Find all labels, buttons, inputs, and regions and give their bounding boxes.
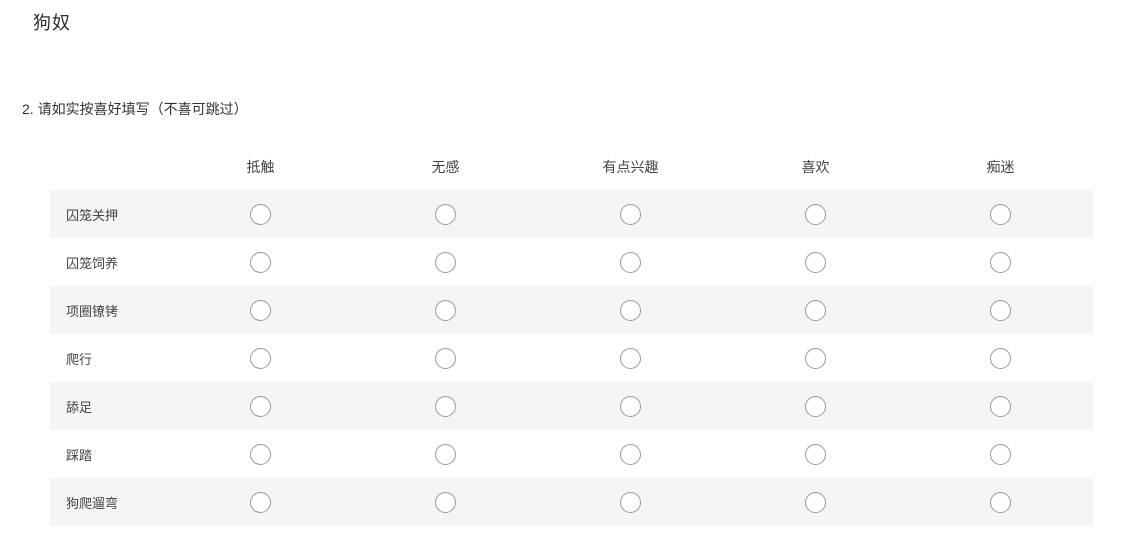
radio-option[interactable] (990, 299, 1011, 321)
radio-option[interactable] (435, 443, 456, 465)
table-row: 项圈镣铐 (50, 286, 1093, 334)
radio-cell (168, 251, 353, 273)
table-row: 爬行 (50, 334, 1093, 382)
matrix-question-table: 抵触 无感 有点兴趣 喜欢 痴迷 囚笼关押囚笼饲养项圈镣铐爬行舔足踩踏狗爬遛弯 (50, 144, 1093, 526)
radio-cell (353, 395, 538, 417)
radio-cell (353, 347, 538, 369)
matrix-header-row: 抵触 无感 有点兴趣 喜欢 痴迷 (50, 144, 1093, 190)
question-title: 2. 请如实按喜好填写（不喜可跳过） (22, 99, 248, 119)
radio-option[interactable] (435, 395, 456, 417)
radio-cell (723, 203, 908, 225)
radio-cell (538, 491, 723, 513)
table-row: 舔足 (50, 382, 1093, 430)
radio-cell (538, 251, 723, 273)
radio-cell (723, 251, 908, 273)
row-label: 狗爬遛弯 (66, 495, 119, 511)
radio-cell (723, 395, 908, 417)
radio-cell (353, 443, 538, 465)
column-header: 有点兴趣 (602, 159, 659, 175)
radio-option[interactable] (990, 203, 1011, 225)
radio-option[interactable] (620, 203, 641, 225)
radio-cell (168, 443, 353, 465)
radio-option[interactable] (250, 491, 271, 513)
radio-cell (353, 299, 538, 321)
radio-option[interactable] (990, 491, 1011, 513)
radio-option[interactable] (435, 299, 456, 321)
radio-cell (723, 347, 908, 369)
radio-cell (538, 203, 723, 225)
radio-cell (908, 491, 1093, 513)
radio-cell (168, 395, 353, 417)
row-label: 舔足 (66, 399, 93, 415)
radio-option[interactable] (805, 347, 826, 369)
row-label: 爬行 (66, 351, 93, 367)
radio-option[interactable] (620, 299, 641, 321)
question-text: 请如实按喜好填写（不喜可跳过） (37, 101, 248, 117)
radio-cell (723, 299, 908, 321)
radio-option[interactable] (805, 251, 826, 273)
radio-cell (168, 491, 353, 513)
radio-cell (908, 203, 1093, 225)
radio-option[interactable] (620, 443, 641, 465)
question-number: 2. (22, 101, 34, 117)
radio-option[interactable] (990, 443, 1011, 465)
radio-cell (908, 251, 1093, 273)
radio-cell (168, 203, 353, 225)
radio-cell (908, 299, 1093, 321)
radio-cell (723, 491, 908, 513)
radio-option[interactable] (990, 347, 1011, 369)
radio-option[interactable] (990, 395, 1011, 417)
table-row: 囚笼饲养 (50, 238, 1093, 286)
radio-cell (538, 299, 723, 321)
radio-option[interactable] (805, 443, 826, 465)
radio-cell (908, 347, 1093, 369)
table-row: 踩踏 (50, 430, 1093, 478)
column-header: 喜欢 (801, 159, 830, 175)
column-header: 无感 (431, 159, 460, 175)
radio-cell (168, 299, 353, 321)
radio-option[interactable] (435, 203, 456, 225)
column-header: 抵触 (246, 159, 275, 175)
radio-option[interactable] (435, 251, 456, 273)
radio-option[interactable] (435, 347, 456, 369)
row-label: 囚笼饲养 (66, 255, 119, 271)
radio-option[interactable] (620, 347, 641, 369)
radio-option[interactable] (250, 203, 271, 225)
radio-option[interactable] (620, 395, 641, 417)
radio-option[interactable] (435, 491, 456, 513)
row-label: 踩踏 (66, 447, 93, 463)
radio-option[interactable] (805, 203, 826, 225)
radio-cell (353, 491, 538, 513)
row-label: 项圈镣铐 (66, 303, 119, 319)
row-label: 囚笼关押 (66, 207, 119, 223)
radio-option[interactable] (250, 299, 271, 321)
radio-option[interactable] (250, 347, 271, 369)
radio-option[interactable] (250, 443, 271, 465)
radio-cell (538, 443, 723, 465)
radio-option[interactable] (250, 395, 271, 417)
radio-cell (908, 443, 1093, 465)
radio-cell (723, 443, 908, 465)
form-title: 狗奴 (33, 13, 71, 33)
radio-cell (353, 203, 538, 225)
radio-cell (538, 347, 723, 369)
table-row: 狗爬遛弯 (50, 478, 1093, 526)
radio-option[interactable] (990, 251, 1011, 273)
radio-cell (538, 395, 723, 417)
radio-option[interactable] (805, 299, 826, 321)
radio-option[interactable] (620, 491, 641, 513)
radio-option[interactable] (805, 491, 826, 513)
radio-cell (353, 251, 538, 273)
column-header: 痴迷 (986, 159, 1015, 175)
radio-cell (908, 395, 1093, 417)
table-row: 囚笼关押 (50, 190, 1093, 238)
radio-option[interactable] (250, 251, 271, 273)
radio-cell (168, 347, 353, 369)
radio-option[interactable] (805, 395, 826, 417)
radio-option[interactable] (620, 251, 641, 273)
